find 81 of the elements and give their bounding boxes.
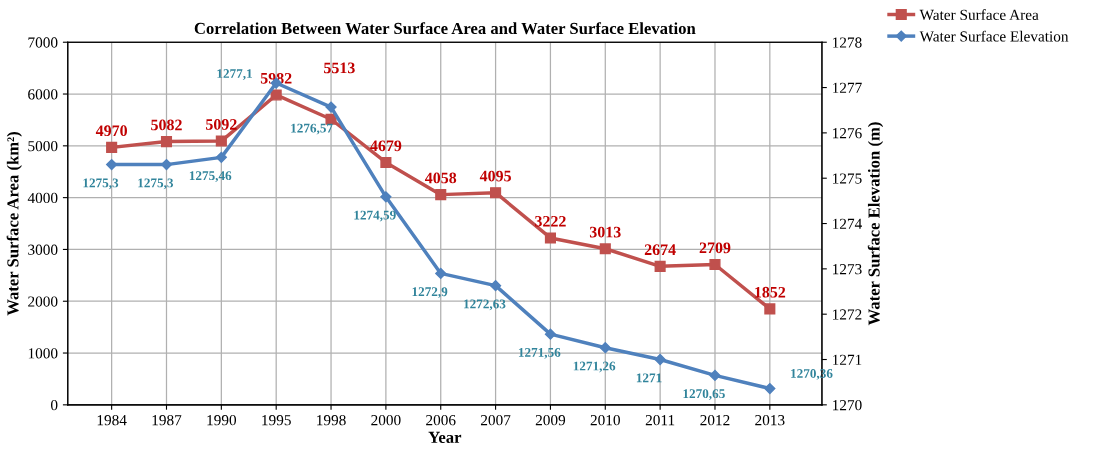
point <box>270 89 282 101</box>
x-tick-label: 1995 <box>262 415 291 426</box>
y2-tick-label: 1276 <box>833 128 862 139</box>
data-label: 1277,1 <box>217 69 252 80</box>
data-label: 1276,57 <box>291 123 333 135</box>
point <box>654 353 666 366</box>
data-label: 4058 <box>424 172 457 184</box>
y-tick-label: 4000 <box>27 192 58 204</box>
data-label: 1270,65 <box>683 389 725 401</box>
point <box>106 141 118 153</box>
point <box>215 151 227 163</box>
y2-tick-label: 1272 <box>833 309 862 320</box>
y2-tick-label: 1273 <box>833 264 862 275</box>
data-label: 5092 <box>206 119 237 130</box>
x-axis-title: Year <box>428 431 462 443</box>
point <box>544 328 557 340</box>
point <box>764 382 776 395</box>
point <box>709 369 721 381</box>
data-label: 4679 <box>370 140 402 152</box>
x-tick-label: 2007 <box>480 415 511 426</box>
x-tick-label: 2009 <box>535 415 566 426</box>
point <box>544 232 556 244</box>
point <box>435 189 447 201</box>
y2-tick-label: 1277 <box>833 82 862 93</box>
data-label: 1275,3 <box>83 178 119 190</box>
y-axis-title: Water Surface Area (km²) <box>6 132 22 316</box>
y-tick-label: 2000 <box>28 296 58 307</box>
data-label: 3222 <box>535 215 566 227</box>
data-label: 1852 <box>755 286 786 298</box>
x-tick-label: 2010 <box>590 415 620 426</box>
point <box>599 243 611 255</box>
x-tick-label: 2013 <box>755 415 785 426</box>
chart-title: Correlation Between Water Surface Area and Water Surface Elevation <box>194 22 696 35</box>
data-label: 5082 <box>151 119 182 131</box>
y-tick-label: 0 <box>50 399 58 411</box>
x-tick-label: 2011 <box>645 415 675 426</box>
point <box>215 135 227 147</box>
y-tick-label: 3000 <box>28 244 58 255</box>
point <box>435 267 447 279</box>
x-tick-label: 2000 <box>371 415 401 426</box>
point <box>764 303 776 315</box>
x-tick-label: 1998 <box>317 415 346 426</box>
data-label: 4095 <box>479 170 511 182</box>
legend-label: Water Surface Area <box>919 9 1039 21</box>
data-label: 1272,9 <box>412 287 448 299</box>
y2-tick-label: 1274 <box>833 218 862 229</box>
data-label: 1271,56 <box>518 348 561 359</box>
data-label: 1275,3 <box>138 178 174 190</box>
point <box>380 156 392 169</box>
point <box>489 280 502 292</box>
data-label: 1275,46 <box>189 171 232 183</box>
data-label: 2674 <box>644 244 676 256</box>
data-label: 1271,26 <box>573 361 616 373</box>
y2-tick-label: 1278 <box>833 37 862 48</box>
y2-tick-label: 1271 <box>833 354 862 365</box>
data-label: 1271 <box>636 373 662 383</box>
y2-tick-label: 1270 <box>833 399 862 411</box>
x-tick-label: 2012 <box>700 415 730 426</box>
y-tick-label: 1000 <box>28 348 58 359</box>
point <box>160 136 173 148</box>
point <box>709 258 721 271</box>
y2-tick-label: 1275 <box>833 173 862 184</box>
y2-axis-title: Water Surface Elevation (m) <box>867 122 884 326</box>
data-label: 2709 <box>699 242 731 254</box>
x-tick-label: 2006 <box>426 415 456 426</box>
y-tick-label: 7000 <box>28 37 58 48</box>
data-label: 4970 <box>95 125 128 137</box>
x-tick-label: 1987 <box>152 415 182 426</box>
y-tick-label: 6000 <box>28 89 58 100</box>
y-tick-label: 5000 <box>28 140 58 152</box>
data-label: 3013 <box>589 226 621 238</box>
data-label: 1274,59 <box>354 210 396 222</box>
legend-label: Water Surface Elevation <box>919 30 1069 42</box>
x-tick-label: 1984 <box>97 415 127 426</box>
x-tick-label: 1990 <box>207 415 237 426</box>
point <box>654 260 666 272</box>
data-label: 1272,63 <box>464 299 506 311</box>
point <box>490 187 502 199</box>
point <box>380 191 392 203</box>
data-label: 5513 <box>324 62 355 74</box>
point <box>599 342 611 354</box>
